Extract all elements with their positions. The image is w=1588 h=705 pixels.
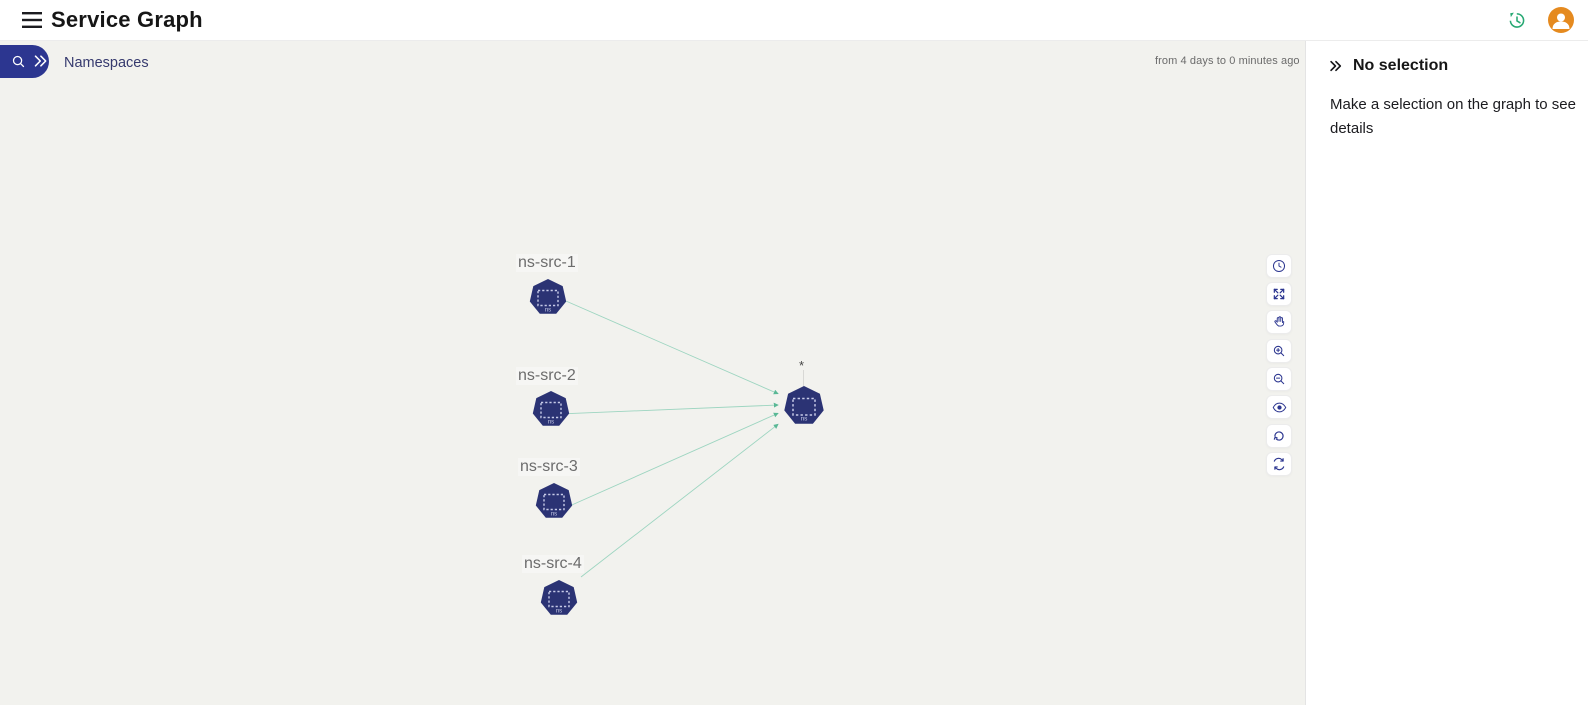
svg-text:ns: ns bbox=[548, 420, 554, 426]
svg-text:ns: ns bbox=[555, 608, 561, 614]
svg-text:ns: ns bbox=[545, 307, 551, 313]
svg-text:ns: ns bbox=[550, 511, 556, 517]
svg-text:ns: ns bbox=[801, 416, 809, 423]
